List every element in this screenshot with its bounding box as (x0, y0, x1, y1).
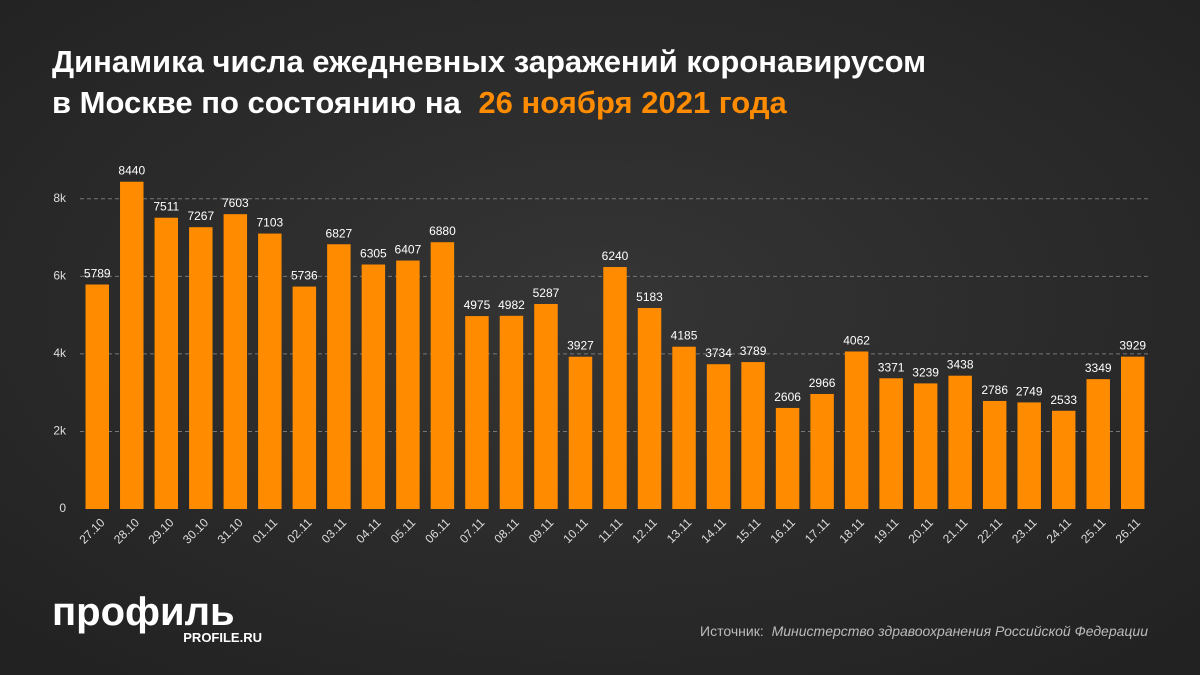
value-label: 2966 (809, 376, 836, 390)
value-label: 7603 (222, 196, 249, 210)
value-label: 3349 (1085, 361, 1112, 375)
value-label: 5183 (636, 290, 663, 304)
value-label: 4975 (464, 298, 491, 312)
bar (120, 181, 144, 509)
bar (1086, 379, 1110, 509)
logo: профиль (52, 590, 235, 634)
bar (879, 378, 903, 509)
y-tick-label: 0 (59, 501, 66, 515)
bar (741, 362, 765, 509)
bar (223, 214, 248, 510)
bar (706, 364, 731, 509)
bar (1121, 356, 1145, 509)
value-label: 5789 (84, 267, 111, 281)
value-label: 5736 (291, 269, 318, 283)
value-label: 3239 (912, 365, 939, 379)
bar (85, 284, 109, 509)
bar (982, 400, 1007, 509)
bar (327, 244, 351, 510)
title-line: Динамика числа ежедневных заражений коро… (52, 44, 926, 79)
value-label: 3371 (878, 360, 905, 374)
value-label: 6880 (429, 224, 456, 238)
value-label: 7267 (187, 209, 214, 223)
value-label: 3789 (740, 344, 767, 358)
chart-title: Динамика числа ежедневных заражений коро… (52, 44, 935, 120)
bar (913, 383, 938, 509)
value-label: 7511 (153, 200, 179, 214)
value-label: 2786 (981, 383, 1008, 397)
bar (844, 351, 869, 509)
bar (465, 316, 489, 509)
bar (568, 356, 593, 509)
title-line: в Москве по состоянию на (52, 85, 462, 120)
value-label: 4062 (843, 333, 870, 347)
value-label: 6407 (395, 243, 422, 257)
bar (672, 346, 696, 509)
bar (189, 227, 213, 509)
value-label: 2749 (1016, 384, 1043, 398)
value-label: 3927 (567, 339, 594, 353)
value-label: 6827 (326, 226, 353, 240)
value-label: 6240 (602, 249, 629, 263)
y-tick-label: 2k (53, 424, 67, 438)
bar (1017, 402, 1041, 509)
value-label: 4982 (498, 298, 525, 312)
value-label: 4185 (671, 329, 698, 343)
logo-url: PROFILE.RU (183, 630, 262, 645)
bar (499, 315, 524, 509)
bar (534, 303, 558, 509)
source-label: Источник: (700, 623, 764, 639)
y-tick-label: 6k (53, 269, 67, 283)
bar (430, 242, 455, 509)
bar (775, 407, 800, 509)
y-tick-label: 4k (53, 346, 67, 360)
value-label: 7103 (256, 216, 283, 230)
source-name: Министерство здравоохранения Российской … (772, 623, 1149, 639)
value-label: 3929 (1119, 339, 1146, 353)
source: Источник: Министерство здравоохранения Р… (700, 623, 1148, 639)
title-highlight: 26 ноября 2021 года (478, 85, 787, 120)
bar (810, 393, 834, 509)
y-tick-label: 8k (53, 191, 67, 205)
bar (361, 264, 386, 509)
value-label: 8440 (118, 164, 145, 178)
bar (258, 233, 282, 509)
value-label: 2533 (1050, 393, 1077, 407)
value-label: 5287 (533, 286, 560, 300)
bar (1051, 410, 1076, 509)
bar (948, 375, 972, 509)
bar (637, 308, 662, 509)
value-label: 6305 (360, 247, 387, 261)
value-label: 3438 (947, 358, 974, 372)
value-label: 2606 (774, 390, 801, 404)
bar (154, 217, 179, 509)
value-label: 3734 (705, 346, 732, 360)
bar (292, 286, 317, 509)
bar (396, 260, 420, 509)
bar (603, 267, 627, 509)
